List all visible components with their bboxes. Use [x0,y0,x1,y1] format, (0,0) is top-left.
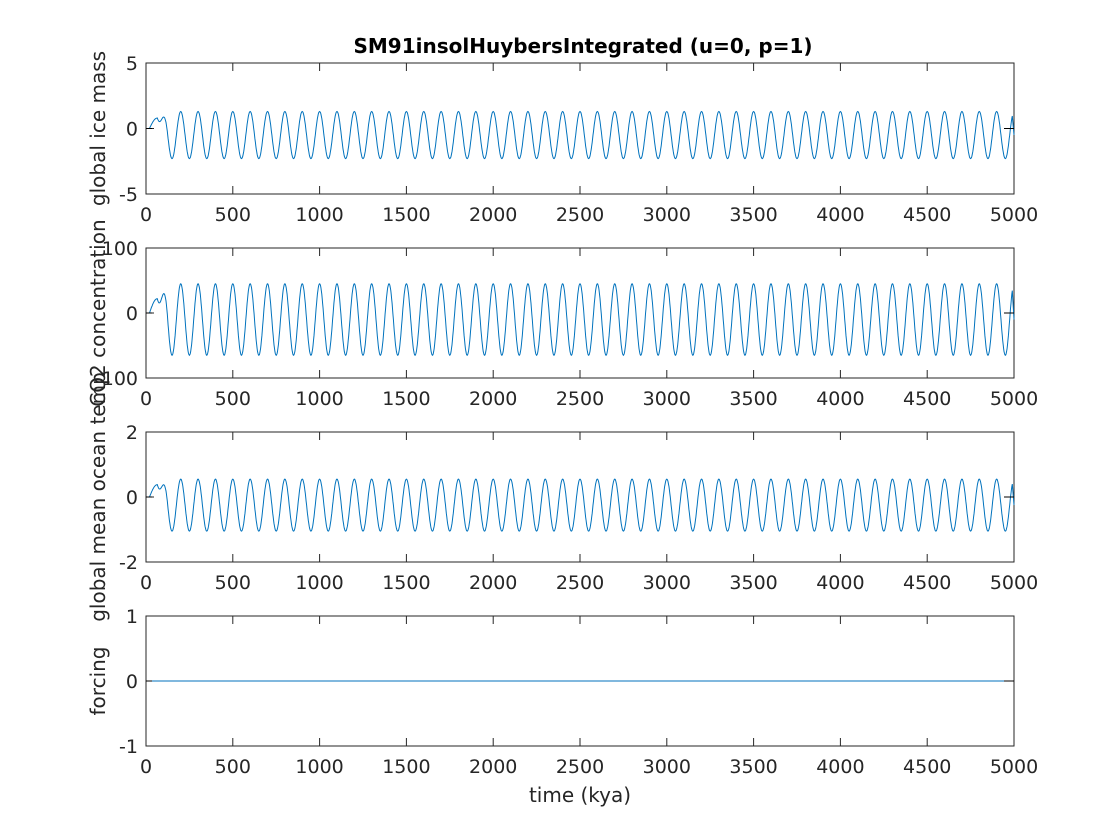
x-tick-label: 1000 [295,388,343,410]
x-tick-label: 2000 [469,756,517,778]
x-tick-label: 4500 [903,572,951,594]
x-tick-label: 1500 [382,204,430,226]
x-tick-label: 5000 [990,388,1038,410]
y-tick-label: -1 [119,736,138,758]
x-tick-label: 3500 [729,756,777,778]
y-tick-label: 0 [126,119,138,141]
x-tick-label: 2000 [469,572,517,594]
subplot-1: 0 500 1000 1500 2000 2500 3000 3500 4000 4500 5000… [86,51,1038,226]
figure-title: SM91insolHuybersIntegrated (u=0, p=1) [353,34,812,58]
x-tick-label: 4500 [903,388,951,410]
x-tick-label: 1000 [295,756,343,778]
subplot-4: 0 500 1000 1500 2000 2500 3000 3500 4000 4500 5000… [86,606,1038,778]
y-axis-label: global ice mass [86,51,110,206]
y-tick-label: 5 [126,53,138,75]
x-tick-label: 3000 [643,572,691,594]
y-tick-label: 0 [126,303,138,325]
x-tick-label: 3500 [729,204,777,226]
y-tick-label: 0 [126,487,138,509]
x-tick-label: 2500 [556,204,604,226]
x-tick-label: 1500 [382,388,430,410]
x-tick-label: 1000 [295,572,343,594]
x-tick-label: 500 [215,572,251,594]
x-tick-label: 4000 [816,756,864,778]
x-tick-label: 1000 [295,204,343,226]
x-tick-label: 3000 [643,204,691,226]
x-axis-label: time (kya) [529,783,631,807]
x-tick-label: 4000 [816,572,864,594]
subplot-2: 0 500 1000 1500 2000 2500 3000 3500 4000 4500 5000… [86,219,1038,410]
x-tick-label: 2500 [556,756,604,778]
subplot-panels: 0 500 1000 1500 2000 2500 3000 3500 4000 4500 5000… [86,51,1038,778]
y-axis-label: forcing [86,647,110,716]
x-tick-label: 3500 [729,388,777,410]
x-tick-label: 5000 [990,572,1038,594]
axes-box [145,247,1015,379]
x-tick-label: 0 [140,572,152,594]
x-tick-label: 4500 [903,756,951,778]
x-tick-label: 500 [215,388,251,410]
x-tick-label: 2000 [469,204,517,226]
series-line [146,110,1015,160]
x-tick-label: 2500 [556,388,604,410]
y-tick-label: -5 [119,184,138,206]
y-axis-label: CO2 concentration [86,219,110,406]
x-tick-label: 4500 [903,204,951,226]
x-tick-label: 2000 [469,388,517,410]
y-tick-label: -100 [95,368,138,390]
y-axis-label: global mean ocean temp [86,372,110,622]
y-tick-label: 1 [126,606,138,628]
y-tick-label: 0 [126,671,138,693]
x-tick-label: 0 [140,204,152,226]
x-tick-label: 4000 [816,204,864,226]
x-tick-label: 1500 [382,572,430,594]
series-line [146,478,1015,532]
axes-box [145,62,1015,195]
x-tick-label: 1500 [382,756,430,778]
x-tick-label: 3000 [643,756,691,778]
x-tick-label: 3500 [729,572,777,594]
subplot-3: 0 500 1000 1500 2000 2500 3000 3500 4000 4500 5000… [86,372,1038,622]
y-tick-label: -2 [119,552,138,574]
y-tick-label: 100 [102,238,138,260]
x-tick-label: 0 [140,388,152,410]
y-tick-label: 2 [126,422,138,444]
x-tick-label: 0 [140,756,152,778]
x-tick-label: 500 [215,756,251,778]
series-line [146,283,1015,357]
axes-box [145,431,1015,563]
x-tick-label: 500 [215,204,251,226]
x-tick-label: 2500 [556,572,604,594]
x-tick-label: 4000 [816,388,864,410]
x-tick-label: 5000 [990,756,1038,778]
x-tick-label: 5000 [990,204,1038,226]
x-tick-label: 3000 [643,388,691,410]
